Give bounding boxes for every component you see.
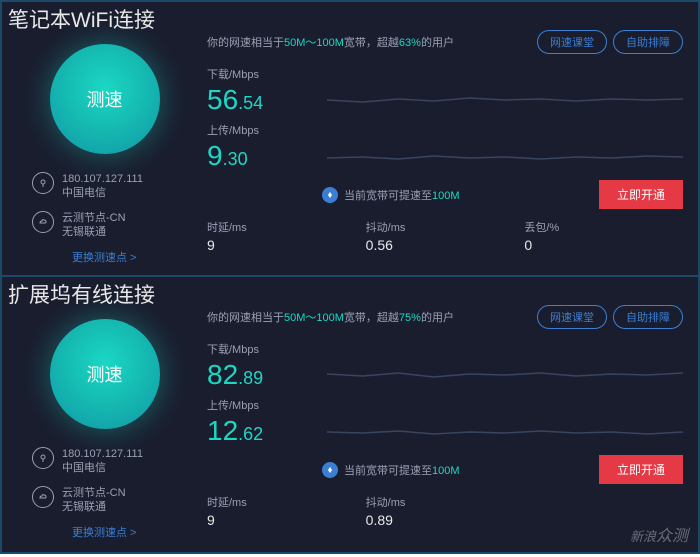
upload-value: 9.30 <box>207 140 317 172</box>
upload-sparkline <box>327 142 683 170</box>
watermark: 新浪众测 <box>630 522 688 546</box>
upload-value: 12.62 <box>207 415 317 447</box>
cloud-icon <box>32 211 54 233</box>
download-label: 下载/Mbps <box>207 341 683 357</box>
troubleshoot-button[interactable]: 自助排障 <box>613 305 683 329</box>
download-sparkline <box>327 361 683 389</box>
bandwidth-desc: 你的网速相当于50M～100M宽带，超越75%的用户 <box>207 309 531 325</box>
cloud-icon <box>32 486 54 508</box>
promo-text: 当前宽带可提速至100M <box>344 187 599 203</box>
download-label: 下载/Mbps <box>207 66 683 82</box>
download-value: 56.54 <box>207 84 317 116</box>
troubleshoot-button[interactable]: 自助排障 <box>613 30 683 54</box>
node-info: 云测节点-CN无锡联通 <box>32 486 187 515</box>
download-sparkline <box>327 86 683 114</box>
bandwidth-desc: 你的网速相当于50M～100M宽带，超越63%的用户 <box>207 34 531 50</box>
latency-label: 时延/ms <box>207 494 366 510</box>
jitter-label: 抖动/ms <box>366 219 525 235</box>
loss-label: 丢包/% <box>524 219 683 235</box>
info-icon <box>322 462 338 478</box>
speedtest-panel: 扩展坞有线连接 测速 180.107.127.111中国电信 云测节点-CN无锡… <box>2 277 698 552</box>
test-button[interactable]: 测速 <box>50 319 160 429</box>
info-icon <box>322 187 338 203</box>
panel-title: 笔记本WiFi连接 <box>8 4 155 34</box>
latency-value: 9 <box>207 512 366 528</box>
panel-title: 扩展坞有线连接 <box>8 279 155 309</box>
upgrade-button[interactable]: 立即开通 <box>599 455 683 484</box>
upload-label: 上传/Mbps <box>207 122 683 138</box>
ip-info: 180.107.127.111中国电信 <box>32 447 187 476</box>
ip-info: 180.107.127.111中国电信 <box>32 172 187 201</box>
course-button[interactable]: 网速课堂 <box>537 305 607 329</box>
location-icon <box>32 447 54 469</box>
jitter-value: 0.89 <box>366 512 525 528</box>
loss-value: 0 <box>524 237 683 253</box>
upgrade-button[interactable]: 立即开通 <box>599 180 683 209</box>
latency-label: 时延/ms <box>207 219 366 235</box>
test-button[interactable]: 测速 <box>50 44 160 154</box>
jitter-label: 抖动/ms <box>366 494 525 510</box>
node-info: 云测节点-CN无锡联通 <box>32 211 187 240</box>
jitter-value: 0.56 <box>366 237 525 253</box>
promo-text: 当前宽带可提速至100M <box>344 462 599 478</box>
change-node-link[interactable]: 更换测速点 > <box>32 249 187 265</box>
course-button[interactable]: 网速课堂 <box>537 30 607 54</box>
change-node-link[interactable]: 更换测速点 > <box>32 524 187 540</box>
latency-value: 9 <box>207 237 366 253</box>
location-icon <box>32 172 54 194</box>
upload-sparkline <box>327 417 683 445</box>
upload-label: 上传/Mbps <box>207 397 683 413</box>
speedtest-panel: 笔记本WiFi连接 测速 180.107.127.111中国电信 云测节点-CN… <box>2 2 698 277</box>
download-value: 82.89 <box>207 359 317 391</box>
